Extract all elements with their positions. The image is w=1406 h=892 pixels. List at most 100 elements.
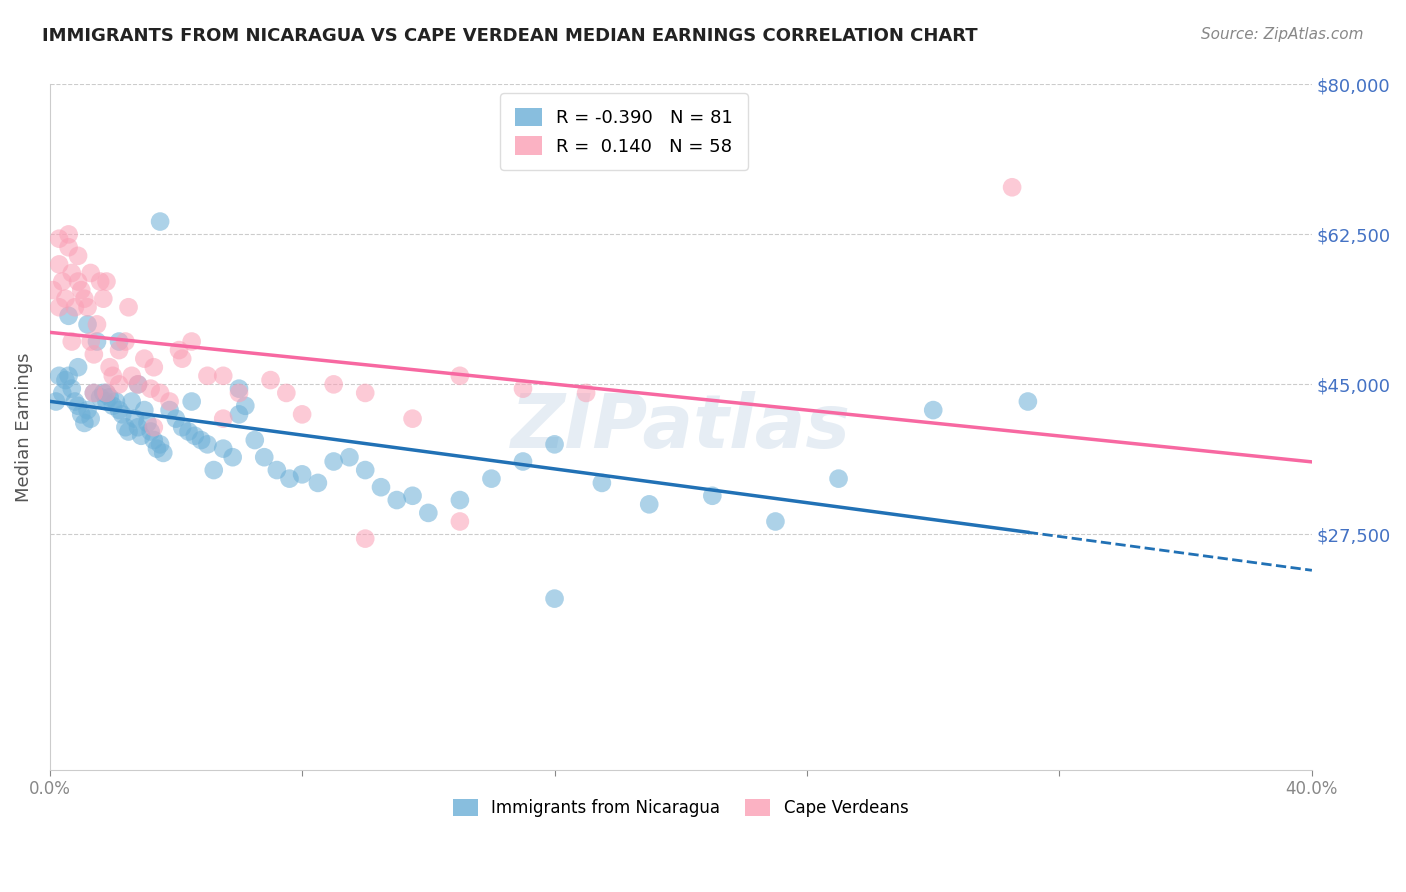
Point <box>48 300 70 314</box>
Point <box>127 420 149 434</box>
Point <box>591 475 613 490</box>
Point <box>354 463 377 477</box>
Point <box>136 416 159 430</box>
Point <box>117 425 139 439</box>
Point <box>228 386 250 401</box>
Point <box>543 437 565 451</box>
Point <box>276 386 298 401</box>
Point <box>60 334 83 349</box>
Point <box>354 532 377 546</box>
Point <box>83 386 105 401</box>
Point <box>159 403 181 417</box>
Point <box>184 429 207 443</box>
Text: ZIPatlas: ZIPatlas <box>510 391 851 464</box>
Point <box>114 334 136 349</box>
Text: Source: ZipAtlas.com: Source: ZipAtlas.com <box>1201 27 1364 42</box>
Point <box>83 347 105 361</box>
Point <box>108 377 131 392</box>
Point <box>197 437 219 451</box>
Point <box>180 334 202 349</box>
Point <box>60 382 83 396</box>
Point <box>638 497 661 511</box>
Point <box>101 399 124 413</box>
Point <box>63 394 86 409</box>
Point <box>322 454 344 468</box>
Point <box>139 382 162 396</box>
Point <box>104 394 127 409</box>
Point <box>339 450 361 465</box>
Point <box>129 429 152 443</box>
Point <box>212 411 235 425</box>
Point <box>149 214 172 228</box>
Point <box>307 475 329 490</box>
Point <box>159 394 181 409</box>
Point <box>354 386 377 401</box>
Point <box>543 591 565 606</box>
Point <box>197 368 219 383</box>
Legend: Immigrants from Nicaragua, Cape Verdeans: Immigrants from Nicaragua, Cape Verdeans <box>446 792 915 823</box>
Y-axis label: Median Earnings: Median Earnings <box>15 352 32 502</box>
Point <box>111 408 134 422</box>
Point <box>60 266 83 280</box>
Point <box>91 292 114 306</box>
Point <box>70 408 93 422</box>
Point <box>401 411 423 425</box>
Point <box>121 368 143 383</box>
Point <box>152 446 174 460</box>
Point <box>165 411 187 425</box>
Point <box>67 249 90 263</box>
Point <box>1017 394 1039 409</box>
Point <box>370 480 392 494</box>
Point <box>180 394 202 409</box>
Point <box>134 351 156 366</box>
Point <box>149 437 172 451</box>
Point <box>401 489 423 503</box>
Point <box>63 300 86 314</box>
Point <box>1001 180 1024 194</box>
Point <box>101 368 124 383</box>
Point <box>108 403 131 417</box>
Point <box>89 390 111 404</box>
Point <box>291 408 314 422</box>
Point <box>67 275 90 289</box>
Point <box>117 300 139 314</box>
Point <box>146 442 169 456</box>
Point <box>233 399 256 413</box>
Point <box>76 403 98 417</box>
Point <box>149 386 172 401</box>
Point <box>190 433 212 447</box>
Point <box>96 394 118 409</box>
Point <box>124 411 146 425</box>
Point <box>73 416 96 430</box>
Point <box>86 334 108 349</box>
Point <box>202 463 225 477</box>
Point <box>481 472 503 486</box>
Point <box>243 433 266 447</box>
Point <box>73 292 96 306</box>
Point <box>127 377 149 392</box>
Point <box>96 275 118 289</box>
Point <box>449 493 471 508</box>
Point <box>228 408 250 422</box>
Point <box>67 360 90 375</box>
Point <box>67 399 90 413</box>
Point <box>80 334 103 349</box>
Point <box>48 368 70 383</box>
Point <box>449 515 471 529</box>
Point <box>98 390 121 404</box>
Point <box>177 425 200 439</box>
Point <box>114 420 136 434</box>
Point <box>418 506 440 520</box>
Point <box>142 420 165 434</box>
Point <box>322 377 344 392</box>
Point <box>70 283 93 297</box>
Point <box>108 334 131 349</box>
Point <box>172 351 194 366</box>
Point <box>167 343 190 357</box>
Point <box>121 394 143 409</box>
Point <box>575 386 598 401</box>
Point <box>58 240 80 254</box>
Point <box>512 454 534 468</box>
Point <box>142 360 165 375</box>
Point <box>96 386 118 401</box>
